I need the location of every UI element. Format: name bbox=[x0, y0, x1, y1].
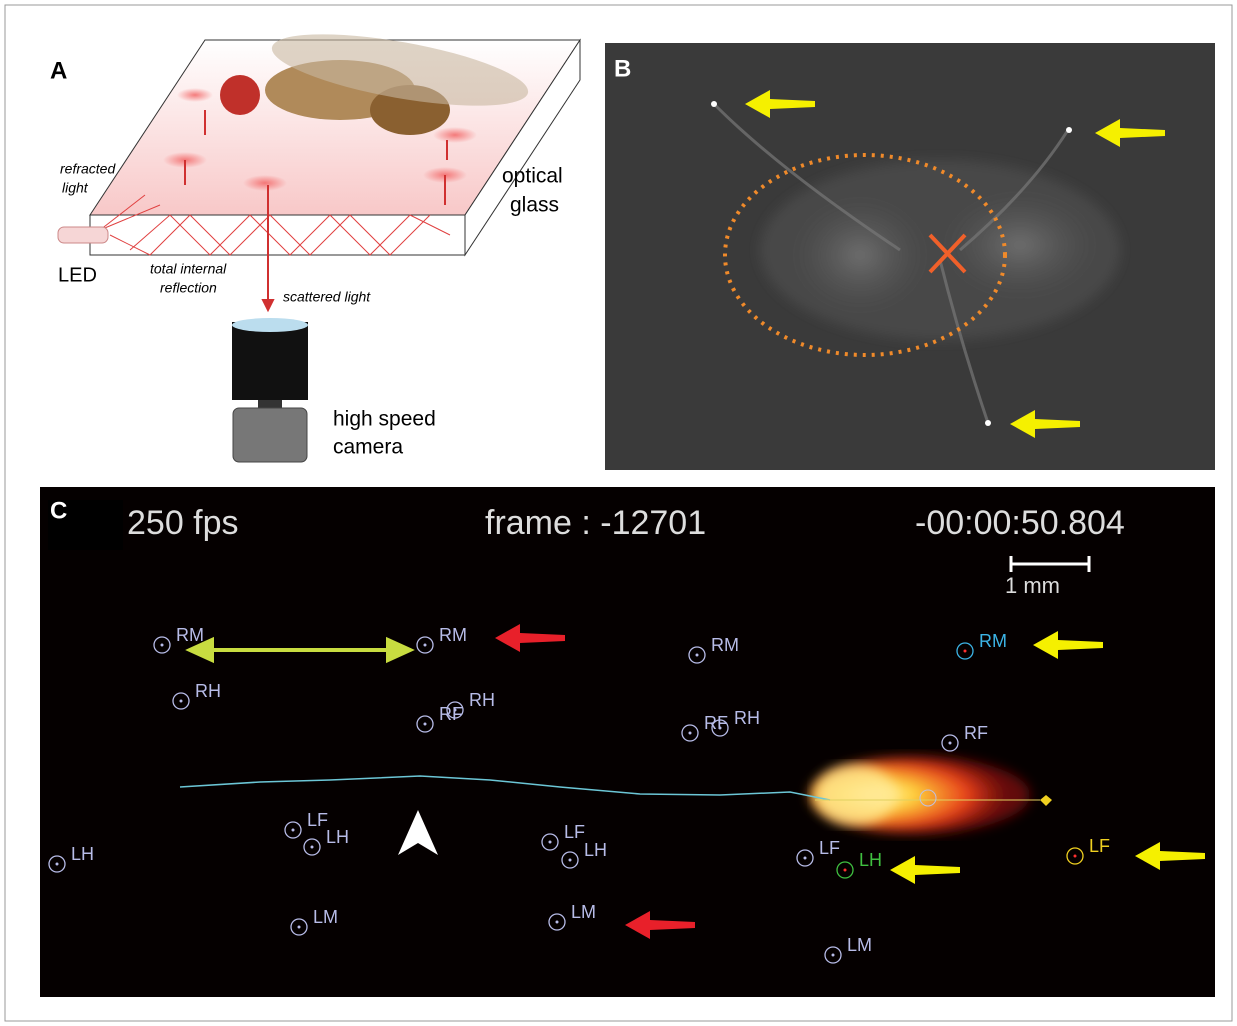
leg-label: LH bbox=[859, 850, 882, 870]
leg-dot bbox=[55, 862, 59, 866]
timestamp: -00:00:50.804 bbox=[915, 504, 1125, 542]
leg-dot bbox=[291, 828, 295, 832]
leg-dot bbox=[310, 845, 314, 849]
leg-dot bbox=[831, 953, 835, 957]
arrow bbox=[1135, 842, 1205, 870]
leg-marker bbox=[836, 861, 854, 879]
leg-dot bbox=[555, 920, 559, 924]
leg-label: RF bbox=[439, 704, 463, 724]
leg-label: LF bbox=[564, 822, 585, 842]
leg-dot bbox=[718, 726, 722, 730]
panel-label: C bbox=[50, 497, 67, 524]
annotation: LED bbox=[58, 264, 97, 286]
leg-marker bbox=[561, 851, 579, 869]
leg-label: LM bbox=[847, 935, 872, 955]
leg-label: RH bbox=[469, 690, 495, 710]
leg-marker bbox=[548, 913, 566, 931]
leg-dot bbox=[548, 840, 552, 844]
body-ellipse bbox=[723, 153, 1007, 357]
leg-label: LH bbox=[326, 827, 349, 847]
leg-dot bbox=[179, 699, 183, 703]
arrow bbox=[1095, 119, 1165, 147]
leg-label: LM bbox=[571, 902, 596, 922]
leg-label: RH bbox=[195, 681, 221, 701]
panel-a: A refracted light LED total internal ref… bbox=[50, 34, 581, 463]
annotation: total internal bbox=[150, 261, 227, 277]
leg-dot bbox=[843, 868, 847, 872]
annotation: refracted bbox=[60, 161, 116, 177]
leg-marker bbox=[290, 918, 308, 936]
leg-dot bbox=[423, 722, 427, 726]
leg-marker bbox=[303, 838, 321, 856]
leg-label: LM bbox=[313, 907, 338, 927]
leg-marker bbox=[941, 734, 959, 752]
scale-bar-label: 1 mm bbox=[1005, 573, 1060, 598]
leg-marker bbox=[688, 646, 706, 664]
annotation: camera bbox=[333, 436, 403, 459]
leg-label: RH bbox=[734, 708, 760, 728]
leg-marker bbox=[711, 719, 729, 737]
leg-marker bbox=[824, 946, 842, 964]
leg-marker bbox=[956, 642, 974, 660]
annotation: light bbox=[62, 180, 89, 196]
leg-dot bbox=[160, 643, 164, 647]
leg-label: RM bbox=[711, 635, 739, 655]
leg-dot bbox=[297, 925, 301, 929]
leg-dot bbox=[568, 858, 572, 862]
leg-marker bbox=[681, 724, 699, 742]
leg-marker bbox=[48, 855, 66, 873]
leg-marker bbox=[541, 833, 559, 851]
frame-number: frame : -12701 bbox=[485, 504, 706, 542]
leg-dot bbox=[948, 741, 952, 745]
annotation: optical bbox=[502, 165, 563, 188]
leg-label: LH bbox=[71, 844, 94, 864]
leg-marker bbox=[446, 701, 464, 719]
panel-label: A bbox=[50, 57, 67, 84]
leg-dot bbox=[803, 856, 807, 860]
leg-marker bbox=[172, 692, 190, 710]
panel-c: C 250 fps frame : -12701 -00:00:50.804 1… bbox=[40, 487, 1215, 997]
fps: 250 fps bbox=[127, 504, 239, 542]
arrow bbox=[1010, 410, 1080, 438]
video-frame bbox=[40, 487, 1215, 997]
glass-front bbox=[89, 214, 466, 256]
arrow bbox=[495, 624, 565, 652]
leg-label: RM bbox=[439, 625, 467, 645]
leg-label: LF bbox=[819, 838, 840, 858]
leg-label: LF bbox=[1089, 836, 1110, 856]
glass-side bbox=[464, 38, 581, 257]
arrow bbox=[625, 911, 695, 939]
annotation: high speed bbox=[333, 408, 436, 431]
leg-dot bbox=[423, 643, 427, 647]
annotation: glass bbox=[510, 194, 559, 217]
panel-label: B bbox=[614, 55, 631, 82]
leg-marker bbox=[416, 636, 434, 654]
leg-dot bbox=[1073, 854, 1077, 858]
leg-label: RF bbox=[704, 713, 728, 733]
annotation: scattered light bbox=[283, 289, 371, 305]
leg-label: RM bbox=[176, 625, 204, 645]
leg-dot bbox=[963, 649, 967, 653]
arrow bbox=[745, 90, 815, 118]
leg-marker bbox=[153, 636, 171, 654]
leg-marker bbox=[1066, 847, 1084, 865]
leg-marker bbox=[416, 715, 434, 733]
fly bbox=[220, 34, 529, 135]
leg-marker bbox=[796, 849, 814, 867]
leg-label: RF bbox=[964, 723, 988, 743]
arrow bbox=[1033, 631, 1103, 659]
leg-label: LF bbox=[307, 810, 328, 830]
leg-marker bbox=[284, 821, 302, 839]
annotation: reflection bbox=[160, 280, 217, 296]
leg-label: RM bbox=[979, 631, 1007, 651]
arrow bbox=[890, 856, 960, 884]
panel-b: B bbox=[605, 43, 1215, 470]
leg-dot bbox=[688, 731, 692, 735]
leg-dot bbox=[695, 653, 699, 657]
reflections bbox=[99, 194, 451, 256]
frame-border bbox=[4, 4, 1233, 1022]
leg-label: LH bbox=[584, 840, 607, 860]
leg-dot bbox=[453, 708, 457, 712]
